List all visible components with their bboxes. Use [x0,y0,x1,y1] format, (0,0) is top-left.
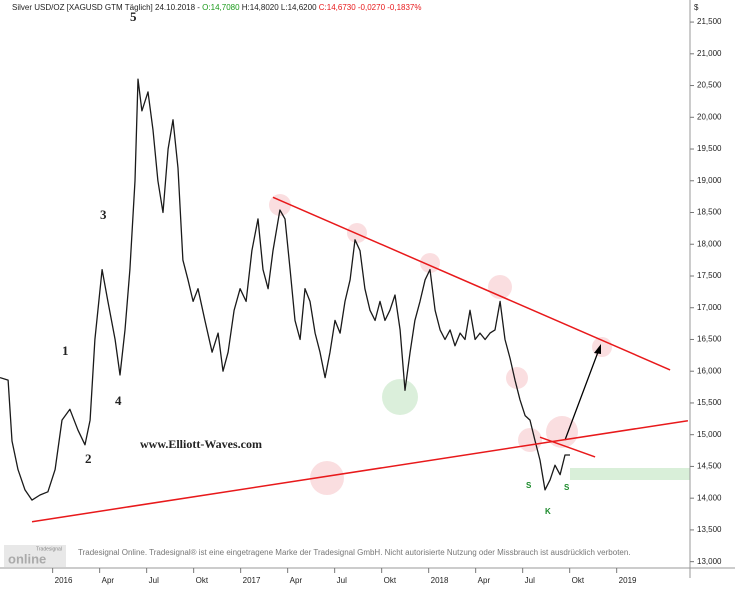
logo-box [4,545,66,567]
x-tick-label: Jul [337,576,347,585]
highlight [382,379,418,415]
x-tick-label: Apr [290,576,303,585]
y-tick-label: 15,500 [697,398,722,407]
y-tick-label: 17,000 [697,303,722,312]
arrow [564,351,599,441]
header: Silver USD/OZ [XAGUSD GTM Täglich] 24.10… [12,3,422,12]
x-tick-label: Okt [196,576,209,585]
x-tick-label: Jul [149,576,159,585]
y-tick-label: 20,500 [697,81,722,90]
y-tick-label: 17,500 [697,271,722,280]
price-line [0,78,570,501]
support-zone [570,468,690,480]
wave-label: 1 [62,343,69,358]
highlight [506,367,528,389]
wave-label: 5 [130,9,137,24]
watermark: www.Elliott-Waves.com [140,437,262,451]
trendline [272,196,671,371]
quote-high-low: H:14,8020 L:14,6200 [242,3,317,12]
highlight [518,428,542,452]
x-tick-label: Okt [572,576,585,585]
quote-date: 24.10.2018 - [155,3,200,12]
highlight [269,194,291,216]
x-tick-label: Jul [525,576,535,585]
trendline [539,436,596,458]
pattern-label: S [564,483,570,492]
x-tick-label: 2019 [619,576,637,585]
y-unit: $ [694,3,699,12]
y-tick-label: 16,500 [697,335,722,344]
highlight [310,461,344,495]
x-tick-label: Apr [478,576,491,585]
x-tick-label: Okt [384,576,397,585]
x-tick-label: 2018 [431,576,449,585]
logo-bottom: online [8,551,46,566]
y-tick-label: 14,000 [697,493,722,502]
y-tick-label: 18,000 [697,239,722,248]
highlight [546,416,578,448]
wave-label: 4 [115,393,122,408]
pattern-label: K [545,507,551,516]
y-tick-label: 14,500 [697,462,722,471]
y-tick-label: 18,500 [697,208,722,217]
trendline [31,419,689,523]
quote-open: O:14,7080 [202,3,240,12]
quote-close: C:14,6730 -0,0270 -0,1837% [319,3,422,12]
y-tick-label: 21,500 [697,17,722,26]
wave-label: 2 [85,451,92,466]
x-tick-label: Apr [102,576,115,585]
y-tick-label: 19,000 [697,176,722,185]
y-tick-label: 20,000 [697,112,722,121]
instrument: Silver USD/OZ [XAGUSD GTM Täglich] [12,3,153,12]
pattern-label: S [526,481,532,490]
footer: Tradesignal Online. Tradesignal® ist ein… [78,548,631,557]
wave-label: 3 [100,207,107,222]
arrow-head [594,344,601,354]
y-tick-label: 21,000 [697,49,722,58]
y-tick-label: 13,500 [697,525,722,534]
y-tick-label: 15,000 [697,430,722,439]
logo-top: Tradesignal [36,546,62,552]
x-tick-label: 2017 [243,576,261,585]
y-tick-label: 19,500 [697,144,722,153]
x-tick-label: 2016 [55,576,73,585]
y-tick-label: 16,000 [697,366,722,375]
y-tick-label: 13,000 [697,557,722,566]
